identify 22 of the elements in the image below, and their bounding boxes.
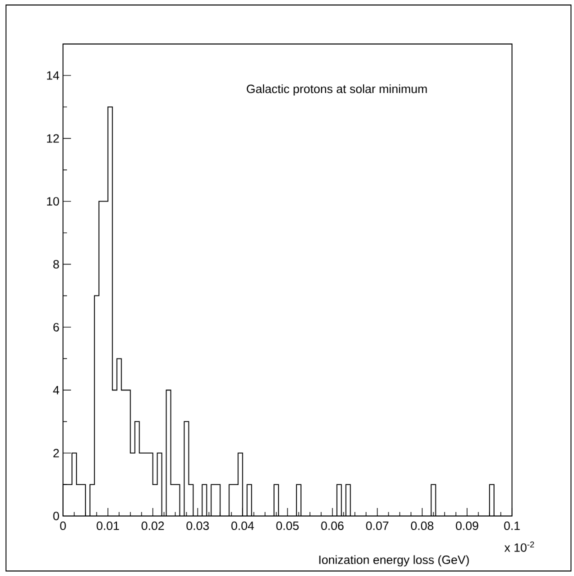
y-tick-label: 2 xyxy=(53,448,59,458)
text: x 10$^{-2}$ xyxy=(504,542,534,552)
x-tick-label: 0.03 xyxy=(186,522,209,530)
x-tick-label: 0.07 xyxy=(366,522,388,530)
y-tick-label: 4 xyxy=(53,386,60,394)
x-tick-label: 0.08 xyxy=(410,522,434,530)
y-tick-label: 0 xyxy=(53,512,60,520)
x-tick-label: 0.01 xyxy=(96,522,119,530)
x-tick-label: 0.09 xyxy=(456,522,478,530)
text: Galactic protons at solar minimum xyxy=(246,84,427,96)
y-tick-label: 14 xyxy=(47,71,60,80)
y-tick-label: 8 xyxy=(53,260,59,269)
y-tick-label: 12 xyxy=(47,134,59,143)
x-tick-label: 0.02 xyxy=(142,522,164,530)
y-tick-label: 6 xyxy=(53,322,59,332)
x-axis-title: Ionization energy loss (GeV) xyxy=(319,555,469,566)
x-tick-label: 0.04 xyxy=(231,522,254,530)
y-tick-label: 10 xyxy=(47,197,60,206)
x-tick-label: 0.05 xyxy=(276,522,299,530)
x-tick-label: 0.1 xyxy=(504,522,520,530)
x-tick-label: 0 xyxy=(60,522,66,530)
x-tick-label: 0.06 xyxy=(321,522,344,530)
